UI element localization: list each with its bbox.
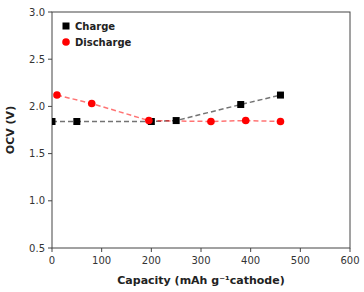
x-tick	[52, 248, 53, 252]
x-tick	[151, 248, 152, 252]
y-tick	[48, 153, 52, 154]
x-tick-label: 0	[49, 255, 55, 266]
legend: Charge Discharge	[62, 21, 131, 48]
data-point	[173, 117, 180, 124]
y-tick	[48, 248, 52, 249]
data-point	[53, 91, 61, 99]
y-tick-label: 1.5	[29, 148, 45, 159]
x-tick-label: 300	[191, 255, 210, 266]
legend-marker	[63, 23, 70, 30]
y-tick	[48, 200, 52, 201]
y-tick	[48, 12, 52, 13]
x-tick-label: 500	[291, 255, 310, 266]
plot-area	[52, 91, 284, 125]
x-tick-label: 600	[340, 255, 359, 266]
chart: 0 100 200 300 400 500 600 0.5 1.0 1.5 2.0 2.5 3.0 Cap…	[0, 0, 364, 292]
x-tick	[300, 248, 301, 252]
x-tick	[201, 248, 202, 252]
x-tick	[250, 248, 251, 252]
x-tick-label: 200	[142, 255, 161, 266]
data-point	[88, 100, 96, 108]
data-point	[277, 92, 284, 99]
y-tick-label: 3.0	[29, 7, 45, 18]
data-point	[237, 101, 244, 108]
y-tick	[48, 59, 52, 60]
y-tick-label: 2.5	[29, 54, 45, 65]
data-point	[207, 118, 215, 126]
data-point	[277, 118, 285, 126]
data-point	[242, 117, 250, 125]
x-tick-label: 400	[241, 255, 260, 266]
x-tick	[101, 248, 102, 252]
plot-frame	[52, 12, 350, 248]
y-tick-label: 2.0	[29, 101, 45, 112]
legend-label: Charge	[75, 21, 115, 32]
y-tick	[48, 106, 52, 107]
y-tick-label: 1.0	[29, 195, 45, 206]
legend-marker	[62, 38, 70, 46]
data-point	[73, 118, 80, 125]
x-axis-label: Capacity (mAh g⁻¹cathode)	[117, 274, 284, 287]
data-point	[52, 118, 56, 125]
x-tick	[350, 248, 351, 252]
legend-label: Discharge	[75, 37, 132, 48]
y-axis-label: OCV (V)	[4, 106, 17, 154]
x-tick-label: 100	[92, 255, 111, 266]
y-tick-label: 0.5	[29, 243, 45, 254]
data-point	[145, 117, 153, 125]
